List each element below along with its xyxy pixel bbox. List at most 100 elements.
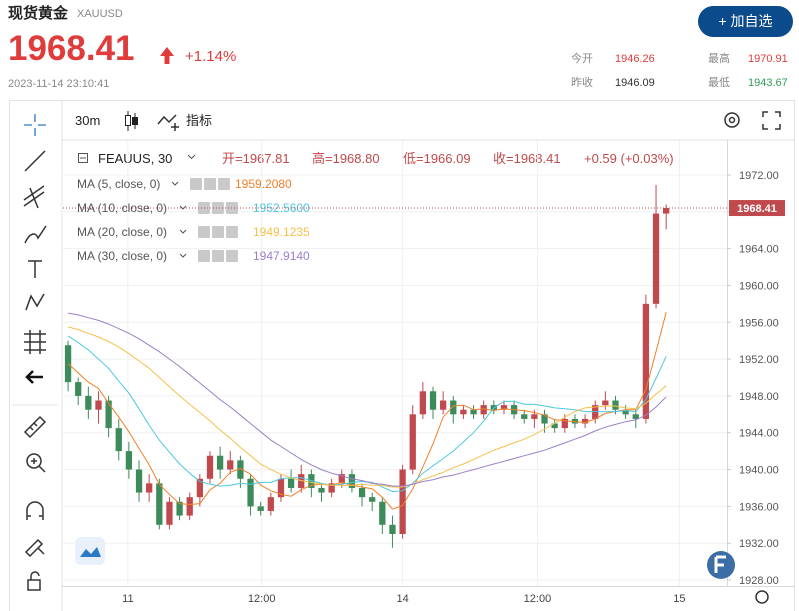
ma-legend-value: 1949.1235 (253, 225, 310, 239)
settings[interactable] (724, 112, 740, 128)
brush-tool[interactable] (24, 225, 47, 244)
candle-body (480, 405, 487, 415)
back-tool[interactable] (25, 370, 43, 384)
candle-body (267, 497, 274, 511)
chevron (179, 253, 187, 258)
lock-tool[interactable] (27, 571, 41, 591)
symbol: XAUUSD (77, 8, 123, 20)
candle-body (247, 478, 254, 507)
candle-body (541, 414, 548, 424)
x-tick-label: 15 (673, 593, 685, 605)
candle-body (440, 400, 447, 410)
zoom-tool[interactable] (26, 453, 46, 473)
candle-body (521, 414, 528, 419)
timestamp: 2023-11-14 23:10:41 (8, 78, 109, 90)
fullscreen[interactable] (762, 111, 781, 130)
indicator-plus[interactable] (171, 123, 179, 131)
ma-control[interactable] (198, 250, 210, 262)
ma-legend-name: MA (30, close, 0) (77, 249, 167, 263)
candle-icon[interactable] (125, 111, 138, 131)
chevron[interactable] (187, 154, 196, 160)
stat-value: 1970.91 (748, 53, 788, 65)
candle-body (409, 414, 416, 470)
ma-control[interactable] (226, 202, 238, 214)
y-tick-label: 1956.00 (739, 317, 779, 329)
candle-body (500, 405, 508, 410)
line-tool[interactable] (24, 150, 46, 172)
candle-body (196, 478, 203, 498)
add-button-label[interactable]: + 加自选 (718, 13, 772, 29)
ma-legend-name: MA (20, close, 0) (77, 225, 167, 239)
chevron (179, 205, 187, 210)
candle-body (652, 213, 660, 304)
collapse-icon[interactable] (78, 153, 88, 163)
ma-control[interactable] (212, 202, 224, 214)
candle-body (85, 395, 92, 410)
ruler-tool[interactable] (23, 415, 47, 439)
lock-draw-tool[interactable] (24, 538, 45, 558)
ma-control[interactable] (212, 226, 224, 238)
measure-tool[interactable] (24, 330, 46, 354)
chevron (171, 181, 179, 186)
candle-body (105, 400, 112, 429)
candle-body (328, 483, 335, 493)
candle-body (612, 400, 619, 410)
y-tick-label: 1972.00 (739, 170, 779, 182)
candle-body (358, 487, 366, 498)
ma-control[interactable] (198, 226, 210, 238)
ma-line (67, 311, 667, 510)
title: 现货黄金 (8, 4, 69, 22)
indicator-icon[interactable] (157, 114, 177, 125)
y-tick-label: 1936.00 (739, 501, 779, 513)
ma-legend-value: 1952.5600 (253, 201, 310, 215)
magnet-tool[interactable] (26, 501, 44, 520)
y-tick-label: 1944.00 (739, 428, 779, 440)
ohlc-low: 低=1966.09 (403, 151, 471, 166)
ma-control[interactable] (218, 178, 230, 190)
ma-legend-name: MA (10, close, 0) (77, 201, 167, 215)
stat-label: 最高 (708, 51, 730, 65)
chevron (179, 229, 187, 234)
ma-control[interactable] (190, 178, 202, 190)
y-tick-label: 1948.00 (739, 391, 779, 403)
axis-settings[interactable] (755, 590, 769, 604)
candle-body (602, 400, 609, 406)
ma-control[interactable] (226, 250, 238, 262)
x-tick-label: 11 (122, 593, 133, 605)
ma-control[interactable] (226, 226, 238, 238)
up-arrow (160, 47, 174, 64)
logo-letter (714, 555, 726, 573)
candle-body (379, 501, 386, 525)
fib-tool[interactable] (23, 185, 45, 209)
candle-body (460, 409, 467, 415)
candle-body (622, 409, 629, 415)
interval[interactable]: 30m (75, 113, 100, 128)
y-tick-label: 1952.00 (739, 354, 779, 366)
candle-body (581, 418, 589, 424)
pattern-tool[interactable] (25, 293, 45, 311)
text-tool[interactable] (28, 260, 42, 278)
ma-control[interactable] (212, 250, 224, 262)
candle-body (257, 506, 264, 511)
ohlc-high: 高=1968.80 (312, 151, 380, 166)
candle-body (389, 524, 396, 534)
cloud-icon[interactable] (75, 537, 105, 565)
cloud-shape (80, 547, 101, 557)
ma-line (68, 312, 667, 487)
crosshair-tool[interactable] (24, 114, 46, 136)
indicators[interactable]: 指标 (186, 113, 212, 128)
ma-line (67, 326, 667, 488)
stat-value: 1943.67 (748, 77, 788, 89)
candle-body (135, 469, 143, 493)
candle-body (115, 428, 122, 452)
candle-body (227, 460, 234, 470)
candle-body (318, 487, 325, 493)
y-tick-label: 1960.00 (739, 280, 779, 292)
y-tick-label: 1940.00 (739, 465, 779, 477)
add-button[interactable] (698, 6, 793, 37)
candle-body (429, 391, 437, 410)
candle-body (450, 400, 457, 415)
ma-control[interactable] (204, 178, 216, 190)
